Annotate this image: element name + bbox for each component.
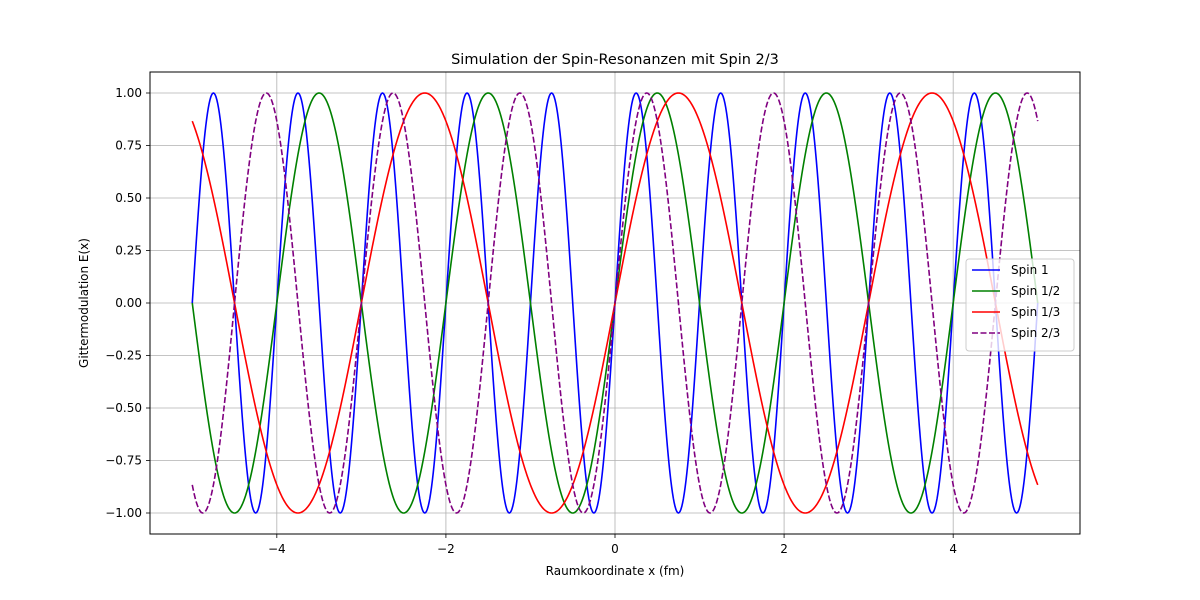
y-tick-label: −0.25 (105, 349, 142, 363)
legend-label: Spin 1/3 (1011, 305, 1060, 319)
y-tick-label: 0.00 (115, 296, 142, 310)
y-tick-label: 0.25 (115, 244, 142, 258)
ticks: −4 −2 0 2 4 −1.00 −0.75 −0.50 −0.25 0.00 0.25 0.50 0… (105, 86, 957, 556)
x-tick-label: −4 (268, 542, 286, 556)
y-tick-label: −0.75 (105, 454, 142, 468)
chart-title: Simulation der Spin-Resonanzen mit Spin … (451, 52, 779, 68)
y-tick-label: −1.00 (105, 506, 142, 520)
x-axis-label: Raumkoordinate x (fm) (546, 564, 685, 578)
legend-label: Spin 1 (1011, 263, 1049, 277)
y-tick-label: 0.50 (115, 191, 142, 205)
legend-label: Spin 1/2 (1011, 284, 1060, 298)
series-line-4 (191, 92, 1039, 514)
y-tick-label: 1.00 (115, 86, 142, 100)
y-tick-label: −0.50 (105, 401, 142, 415)
y-tick-label: 0.75 (115, 139, 142, 153)
x-tick-label: 0 (611, 542, 619, 556)
legend-box (965, 258, 1075, 352)
grid (150, 72, 1080, 534)
y-axis-label: Gittermodulation E(x) (77, 238, 91, 368)
x-tick-label: −2 (437, 542, 455, 556)
x-tick-label: 4 (949, 542, 957, 556)
legend-label: Spin 2/3 (1011, 326, 1060, 340)
legend: Spin 1 Spin 1/2 Spin 1/3 Spin 2/3 (965, 258, 1075, 352)
x-tick-label: 2 (780, 542, 788, 556)
series-layer (191, 92, 1039, 514)
